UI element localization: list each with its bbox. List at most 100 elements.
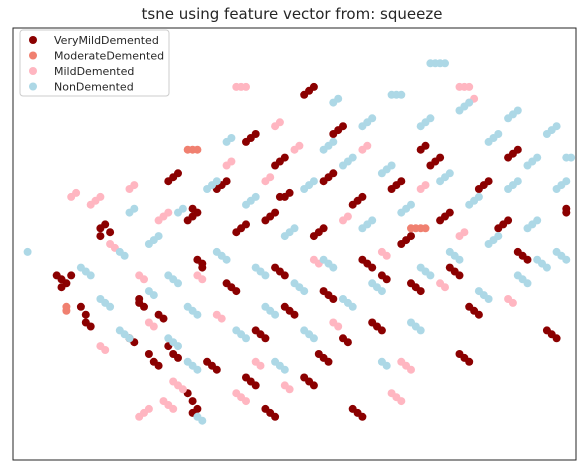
point-verymilddemented-113	[416, 287, 425, 296]
point-nondemented-83	[368, 114, 377, 123]
point-nondemented-77	[348, 153, 357, 162]
point-verymilddemented-89	[339, 122, 347, 131]
point-verymilddemented-6	[81, 310, 90, 319]
point-nondemented-47	[261, 271, 270, 280]
point-nondemented-95	[407, 200, 415, 209]
point-milddemented-69	[465, 82, 474, 91]
point-verymilddemented-56	[251, 130, 260, 138]
point-milddemented-10	[149, 322, 158, 331]
legend-marker-moderatedemented	[29, 51, 37, 60]
point-verymilddemented-150	[159, 314, 168, 323]
point-nondemented-101	[426, 114, 435, 123]
point-moderatedemented-4	[193, 145, 202, 154]
point-nondemented-166	[382, 361, 391, 370]
point-nondemented-153	[562, 177, 571, 186]
point-nondemented-0	[23, 247, 32, 256]
plot-area-frame	[12, 27, 577, 461]
legend-label-milddemented: MildDemented	[54, 65, 134, 78]
point-verymilddemented-77	[324, 357, 333, 366]
point-milddemented-2	[96, 192, 105, 201]
point-milddemented-34	[242, 397, 250, 406]
point-nondemented-160	[178, 204, 187, 213]
point-milddemented-42	[285, 385, 294, 394]
point-verymilddemented-11	[101, 220, 110, 229]
point-nondemented-24	[174, 342, 182, 351]
point-milddemented-6	[130, 181, 139, 190]
point-verymilddemented-59	[280, 153, 289, 162]
point-verymilddemented-23	[188, 397, 197, 406]
point-verymilddemented-50	[251, 381, 260, 390]
point-verymilddemented-62	[285, 188, 294, 197]
point-milddemented-64	[441, 283, 449, 292]
point-milddemented-44	[295, 141, 304, 150]
point-nondemented-92	[397, 90, 406, 99]
point-verymilddemented-47	[261, 334, 270, 343]
point-milddemented-54	[382, 251, 391, 260]
point-nondemented-141	[533, 153, 542, 162]
point-milddemented-24	[198, 275, 207, 284]
point-nondemented-65	[309, 334, 318, 343]
point-verymilddemented-101	[377, 326, 386, 335]
point-verymilddemented-83	[319, 224, 328, 233]
point-nondemented-68	[329, 137, 338, 146]
point-verymilddemented-41	[242, 220, 250, 229]
point-nondemented-18	[149, 291, 158, 300]
point-verymilddemented-9	[96, 232, 105, 241]
point-milddemented-77	[101, 346, 110, 354]
point-verymilddemented-110	[407, 232, 415, 241]
point-verymilddemented-15	[140, 302, 148, 311]
point-nondemented-62	[309, 177, 318, 186]
point-nondemented-98	[416, 326, 425, 335]
point-milddemented-19	[169, 404, 178, 413]
chart-title: tsne using feature vector from: squeeze	[142, 5, 443, 23]
point-nondemented-135	[513, 106, 522, 115]
point-verymilddemented-65	[271, 208, 280, 217]
point-nondemented-32	[198, 416, 207, 425]
point-nondemented-59	[300, 287, 309, 296]
point-nondemented-132	[513, 177, 522, 186]
point-milddemented-28	[227, 157, 236, 166]
legend-box	[19, 29, 170, 97]
point-verymilddemented-21	[174, 353, 182, 362]
point-verymilddemented-137	[513, 145, 522, 154]
point-nondemented-120	[474, 192, 483, 201]
point-nondemented-147	[542, 263, 551, 272]
point-nondemented-13	[130, 204, 139, 213]
point-nondemented-56	[290, 224, 299, 233]
point-nondemented-71	[329, 263, 338, 272]
point-verymilddemented-116	[436, 153, 445, 162]
series-nondemented	[23, 59, 576, 425]
point-milddemented-73	[508, 298, 517, 307]
point-milddemented-40	[266, 173, 275, 182]
point-nondemented-144	[533, 216, 542, 225]
point-verymilddemented-104	[358, 412, 367, 421]
point-nondemented-158	[567, 153, 576, 162]
point-verymilddemented-134	[504, 216, 513, 225]
point-milddemented-38	[275, 118, 284, 127]
point-verymilddemented-122	[455, 271, 464, 280]
point-nondemented-162	[227, 134, 236, 142]
legend: VeryMildDemented ModerateDemented MildDeme…	[19, 29, 170, 97]
point-verymilddemented-154	[343, 338, 352, 347]
point-nondemented-89	[387, 161, 396, 170]
point-verymilddemented-158	[421, 141, 430, 150]
point-nondemented-16	[154, 232, 163, 241]
point-nondemented-126	[494, 130, 503, 138]
point-nondemented-129	[494, 232, 503, 241]
point-nondemented-9	[125, 334, 134, 343]
point-nondemented-108	[441, 59, 449, 68]
point-milddemented-26	[217, 314, 226, 323]
point-verymilddemented-74	[309, 381, 318, 390]
point-verymilddemented-156	[382, 275, 391, 284]
point-verymilddemented-145	[562, 204, 571, 213]
point-nondemented-156	[562, 255, 571, 264]
point-verymilddemented-119	[445, 208, 454, 217]
point-verymilddemented-44	[232, 287, 241, 296]
point-verymilddemented-12	[106, 228, 115, 237]
point-nondemented-80	[368, 216, 377, 225]
point-verymilddemented-86	[329, 169, 338, 178]
point-verymilddemented-92	[309, 82, 318, 91]
point-milddemented-8	[140, 275, 148, 284]
point-verymilddemented-53	[271, 412, 280, 421]
point-verymilddemented-128	[465, 357, 474, 366]
